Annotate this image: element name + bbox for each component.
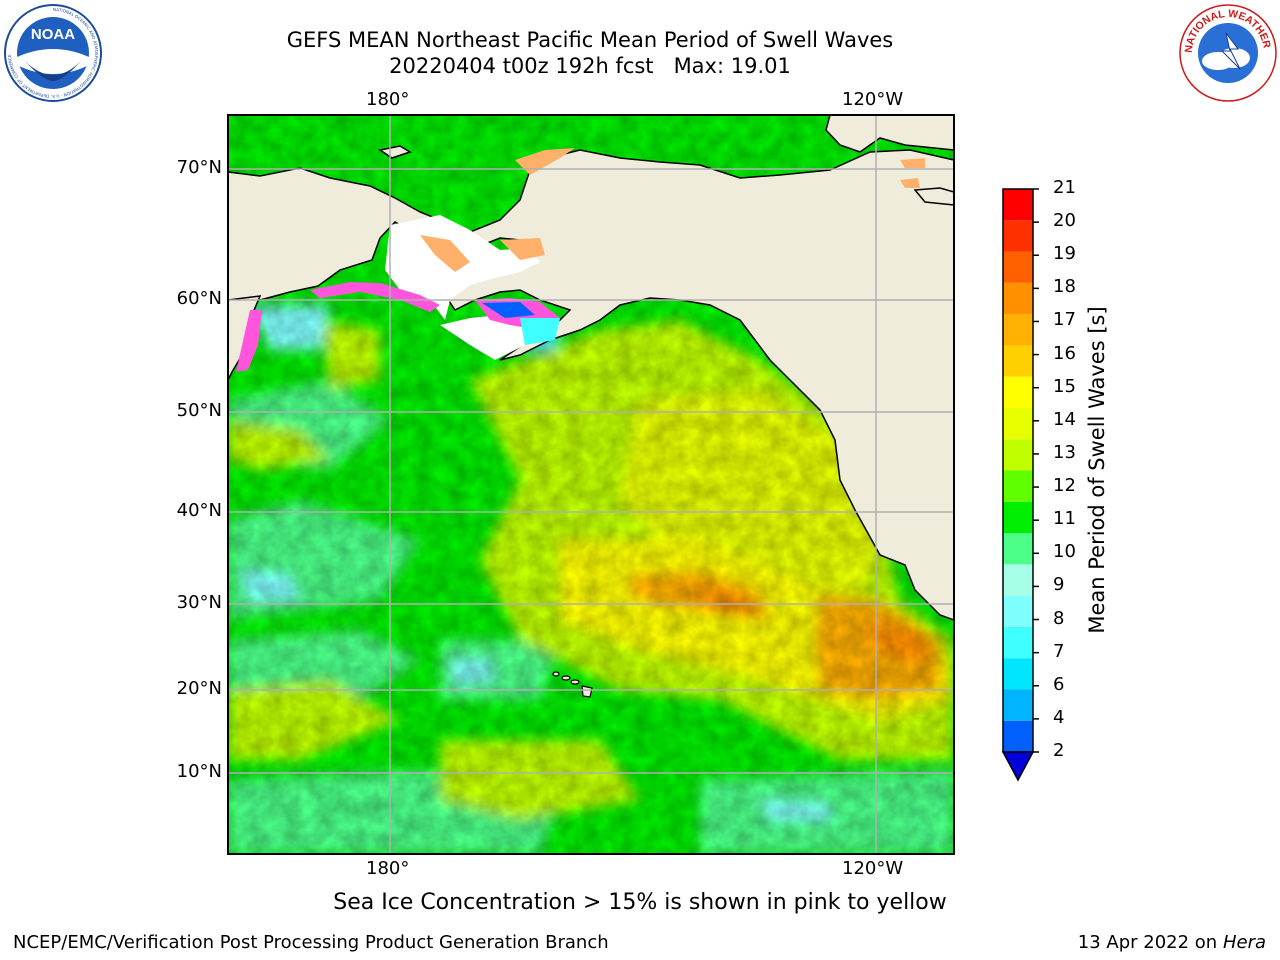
producer-credit: NCEP/EMC/Verification Post Processing Pr… [13, 932, 609, 953]
colorbar-tick-label: 11 [1053, 508, 1076, 530]
map-field [228, 115, 954, 854]
colorbar-tick-label: 10 [1053, 541, 1076, 563]
colorbar-tick-label: 14 [1053, 408, 1076, 430]
colorbar-tick-label: 6 [1053, 673, 1065, 695]
map-frame [227, 114, 955, 855]
lat-label-30n: 30°N [176, 592, 222, 613]
colorbar-tick-label: 9 [1053, 574, 1065, 596]
map-grid [228, 115, 954, 854]
lat-label-50n: 50°N [176, 400, 222, 421]
svg-text:NOAA: NOAA [31, 26, 75, 43]
lon-label-top-180: 180° [366, 89, 410, 110]
generation-date: 13 Apr 2022 on Hera [1078, 932, 1266, 953]
colorbar-tick-label: 21 [1053, 177, 1076, 198]
colorbar-segment [1003, 407, 1033, 440]
colorbar-tick-label: 2 [1053, 740, 1065, 761]
lat-label-20n: 20°N [176, 678, 222, 699]
colorbar-segment [1003, 720, 1033, 752]
map-title: GEFS MEAN Northeast Pacific Mean Period … [286, 28, 894, 52]
colorbar-segment [1003, 626, 1033, 659]
hawaii-islands [552, 671, 593, 698]
colorbar-tick-label: 18 [1053, 276, 1076, 298]
date-text: 13 Apr 2022 on [1077, 932, 1223, 953]
nws-logo: NATIONAL WEATHER SERVICE [1174, 0, 1278, 103]
colorbar-tick-label: 7 [1053, 640, 1065, 662]
colorbar-segment [1003, 470, 1033, 502]
lat-label-40n: 40°N [176, 500, 222, 521]
land-areas [228, 115, 954, 621]
colorbar-segment [1003, 533, 1033, 565]
sea-ice [236, 148, 925, 372]
sea-ice-note: Sea Ice Concentration > 15% is shown in … [333, 890, 947, 915]
colorbar-tick-label: 15 [1053, 375, 1076, 397]
colorbar-segment [1003, 595, 1033, 627]
colorbar-segment [1003, 501, 1033, 534]
lon-label-bottom-180: 180° [366, 858, 410, 879]
colorbar-tick-label: 17 [1053, 309, 1076, 331]
forecast-info: 20220404 t00z 192h fcst Max: 19.01 [389, 54, 791, 78]
colorbar-segment [1003, 376, 1033, 408]
colorbar-segment [1003, 251, 1033, 283]
lon-label-bottom-120w: 120°W [842, 858, 904, 879]
colorbar-tick-label: 13 [1053, 441, 1076, 463]
colorbar-segment [1003, 564, 1033, 596]
colorbar-tick-label: 4 [1053, 706, 1065, 728]
colorbar-tick-label: 12 [1053, 475, 1076, 497]
colorbar-tick-label: 19 [1053, 243, 1076, 265]
colorbar-segment [1003, 282, 1033, 315]
colorbar-extend-triangle [1001, 751, 1035, 782]
lat-label-10n: 10°N [176, 761, 222, 782]
colorbar-segment [1003, 689, 1033, 721]
lat-label-60n: 60°N [176, 288, 222, 309]
lon-label-top-120w: 120°W [842, 89, 904, 110]
colorbar-frame [1002, 188, 1034, 753]
colorbar-tick-label: 16 [1053, 342, 1076, 364]
colorbar-tick-label: 20 [1053, 210, 1076, 232]
machine-name: Hera [1222, 932, 1266, 953]
colorbar-segment [1003, 314, 1033, 346]
colorbar-segment [1003, 220, 1033, 252]
noaa-logo: NOAA NATIONAL OCEANIC AND ATMOSPHERIC AD… [3, 3, 103, 103]
colorbar-label: Mean Period of Swell Waves [s] [1085, 306, 1109, 634]
colorbar-tick-label: 8 [1053, 607, 1065, 629]
colorbar-segment [1003, 658, 1033, 690]
colorbar-segment [1003, 189, 1033, 221]
lat-label-70n: 70°N [176, 157, 222, 178]
colorbar-segment [1003, 345, 1033, 377]
colorbar-segment [1003, 439, 1033, 471]
